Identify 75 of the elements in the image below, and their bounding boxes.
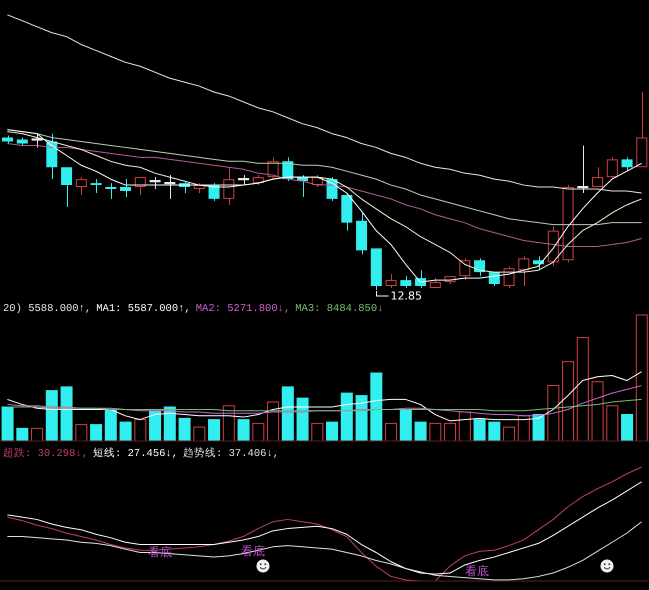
text: 趋势线: 37.406↓, xyxy=(183,448,280,460)
text: MA3: 8484.850↓ xyxy=(295,303,384,315)
bar xyxy=(238,419,250,441)
bar xyxy=(2,406,14,441)
text: MA2: 5271.800↓, xyxy=(196,303,290,315)
candlestick xyxy=(606,156,618,180)
candlestick xyxy=(518,256,530,287)
chart-title: 20) 5588.000↑, xyxy=(3,303,92,315)
candlestick xyxy=(622,156,633,172)
bar xyxy=(370,372,382,441)
bar xyxy=(296,398,309,441)
bar xyxy=(518,415,530,441)
candlestick xyxy=(400,276,412,289)
bar xyxy=(120,422,132,441)
bar xyxy=(31,428,44,441)
candlestick xyxy=(592,166,604,188)
bar xyxy=(267,401,280,441)
candlestick xyxy=(76,176,87,196)
bar xyxy=(311,422,324,441)
candlestick xyxy=(459,258,470,281)
bar xyxy=(532,414,545,441)
bar xyxy=(547,385,560,441)
bar xyxy=(134,419,146,441)
candlestick xyxy=(2,135,14,144)
candlestick xyxy=(562,184,574,263)
bar xyxy=(208,419,220,441)
bar xyxy=(458,412,471,441)
bar xyxy=(16,428,28,441)
bar xyxy=(46,390,58,441)
candlestick xyxy=(430,278,441,289)
bar xyxy=(444,422,456,441)
bar xyxy=(592,381,604,441)
bar xyxy=(576,337,589,441)
bar xyxy=(474,419,486,441)
candlestick xyxy=(164,174,176,200)
candlestick xyxy=(341,192,352,232)
bar xyxy=(178,418,191,441)
bar xyxy=(282,386,294,441)
bar xyxy=(488,422,500,441)
candlestick xyxy=(238,174,250,186)
candlestick xyxy=(120,178,132,198)
bar xyxy=(326,422,338,441)
annotation: 12.85 xyxy=(390,290,422,302)
bar xyxy=(562,361,574,441)
candlestick xyxy=(223,166,234,206)
bar xyxy=(414,422,427,441)
candlestick xyxy=(16,137,28,146)
bar xyxy=(90,424,102,441)
candlestick xyxy=(297,174,308,198)
candlestick xyxy=(386,274,397,289)
candlestick xyxy=(356,212,368,255)
bar xyxy=(252,422,264,441)
annotation: 看底 xyxy=(465,564,489,578)
text: MA1: 5587.000↑, xyxy=(96,303,191,315)
candlestick xyxy=(105,182,116,200)
text: 超跌: 30.298↓, xyxy=(3,448,88,460)
bar xyxy=(606,405,618,441)
bar xyxy=(75,424,88,441)
bar xyxy=(503,426,516,441)
bar xyxy=(104,409,117,441)
bar xyxy=(60,386,73,441)
candlestick xyxy=(90,178,102,194)
bar xyxy=(400,409,412,441)
text: 短线: 27.456↓, xyxy=(93,448,178,460)
bar xyxy=(429,422,442,441)
bar xyxy=(149,410,162,441)
bar xyxy=(164,406,176,441)
candlestick xyxy=(370,248,382,290)
bar xyxy=(385,422,398,441)
bar xyxy=(222,405,235,441)
bar xyxy=(356,395,368,441)
bar xyxy=(340,392,353,441)
bar xyxy=(621,414,634,441)
bar xyxy=(193,426,206,441)
candlestick xyxy=(61,166,72,208)
